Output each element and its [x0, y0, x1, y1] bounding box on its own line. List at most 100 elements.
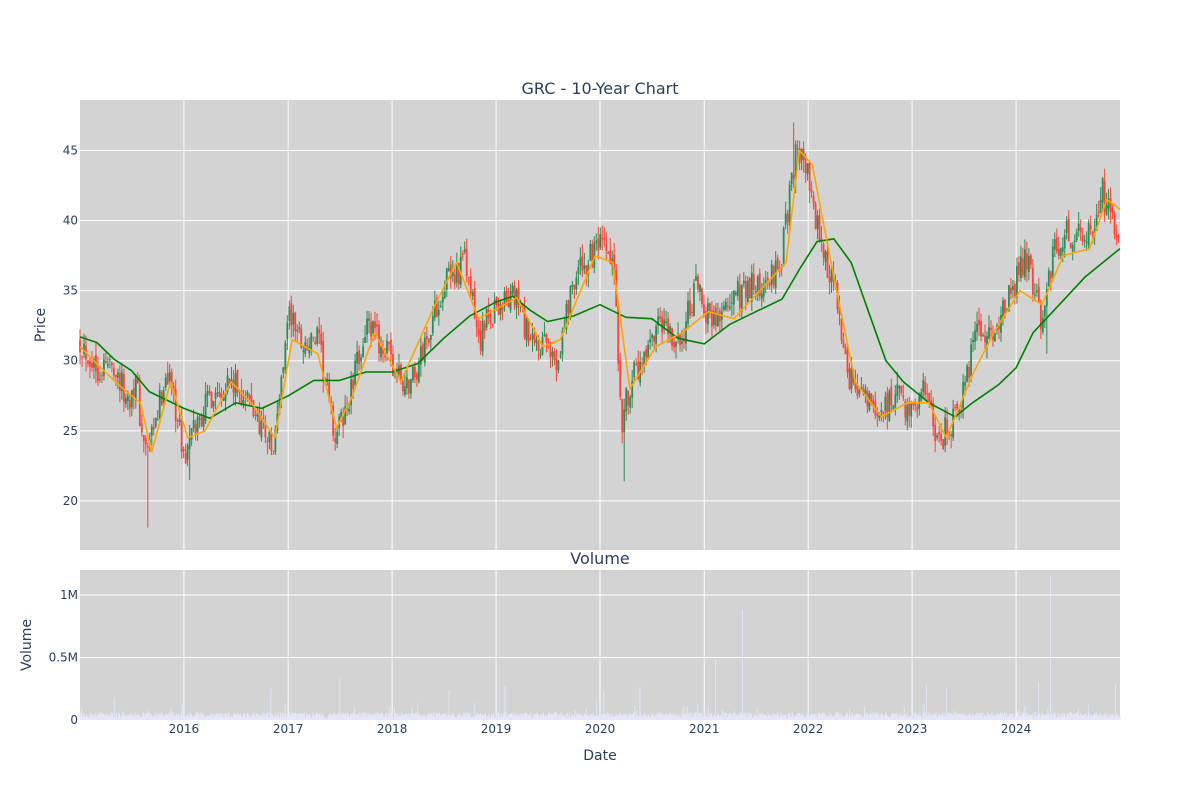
volume-bar [732, 717, 734, 720]
candle-body [410, 379, 412, 394]
volume-bar [866, 712, 868, 720]
candle-body [1061, 247, 1064, 252]
candle-up [898, 385, 901, 401]
volume-bar [540, 713, 542, 720]
candle-body [980, 321, 982, 337]
candle-body [170, 371, 173, 389]
volume-bar [1010, 714, 1012, 720]
candle-body [99, 379, 101, 381]
volume-bar [362, 715, 363, 720]
volume-bar [969, 713, 971, 720]
volume-bar [993, 715, 995, 720]
volume-bar [712, 714, 714, 720]
volume-bar [604, 715, 606, 720]
volume-bar [489, 717, 491, 720]
volume-bar [490, 717, 492, 720]
candle-up [625, 386, 628, 421]
volume-bar [1099, 714, 1100, 720]
volume-bar [114, 717, 116, 720]
volume-bar [416, 712, 418, 720]
volume-bar [1005, 717, 1007, 720]
candle-up [651, 332, 654, 347]
volume-bar [425, 715, 427, 720]
candle-down [97, 356, 99, 386]
volume-bar [677, 714, 679, 720]
candle-up [260, 410, 263, 442]
volume-bar [796, 714, 797, 720]
volume-bar [797, 712, 799, 720]
volume-bar [146, 712, 148, 720]
candle-down [748, 277, 751, 299]
volume-bar [1039, 718, 1041, 720]
volume-bar [366, 718, 367, 720]
candle-body [406, 377, 408, 389]
volume-bar [433, 717, 435, 720]
volume-bar [1023, 712, 1025, 720]
volume-bar [644, 712, 646, 720]
volume-bar [623, 714, 625, 720]
volume-bar [1004, 717, 1006, 720]
candle-body [557, 360, 560, 371]
x-tick-label: 2020 [585, 722, 616, 736]
volume-bar [256, 713, 258, 720]
candle-up [685, 311, 687, 351]
volume-bar [515, 715, 517, 720]
volume-bar [624, 716, 626, 720]
volume-bar [283, 717, 285, 720]
candle-up [687, 291, 689, 330]
candle-body [732, 290, 735, 305]
volume-bar [229, 718, 231, 720]
candle-up [485, 308, 488, 331]
volume-bar [722, 714, 724, 720]
volume-bar [322, 713, 324, 720]
volume-bar [165, 715, 166, 720]
volume-bar [1094, 713, 1096, 720]
volume-bar [642, 714, 644, 720]
candle-up [583, 252, 586, 275]
volume-bar [111, 714, 113, 720]
volume-bar [513, 716, 514, 720]
candle-body [1065, 220, 1068, 233]
volume-bar [694, 715, 696, 720]
volume-bar [450, 714, 452, 720]
candle-up [404, 374, 406, 398]
volume-bar [784, 713, 786, 720]
volume-bar [687, 714, 689, 720]
volume-bar [1104, 716, 1106, 720]
candle-body [587, 264, 590, 276]
candle-body [144, 437, 147, 445]
volume-bar [322, 715, 324, 720]
candle-up [130, 389, 133, 417]
volume-bar [814, 717, 816, 720]
volume-bar [454, 717, 456, 720]
volume-bar [220, 715, 222, 720]
volume-bar [927, 715, 929, 720]
candle-body [788, 184, 791, 226]
candle-body [752, 273, 755, 291]
candle-body [501, 307, 504, 311]
candle-body [431, 316, 434, 334]
volume-bar [395, 713, 397, 720]
volume-bar [176, 713, 178, 720]
candle-down [461, 250, 464, 261]
volume-bar [138, 713, 140, 720]
volume-bar [858, 713, 860, 720]
volume-bar [180, 713, 182, 720]
volume-bar [984, 715, 985, 720]
volume-bar [469, 714, 471, 720]
volume-bar [436, 713, 438, 720]
candle-down [208, 385, 211, 396]
candle-body [372, 321, 374, 334]
volume-bar [648, 717, 650, 720]
volume-bar [1091, 717, 1093, 720]
candle-body [878, 415, 881, 418]
volume-bar [665, 717, 667, 720]
volume-bar [462, 712, 464, 720]
volume-bar [943, 716, 945, 720]
volume-bar [299, 713, 301, 720]
volume-bar [310, 718, 312, 720]
candle-body [551, 351, 554, 357]
volume-bar [423, 718, 424, 720]
volume-bar [845, 712, 847, 720]
volume-bar [997, 713, 999, 720]
